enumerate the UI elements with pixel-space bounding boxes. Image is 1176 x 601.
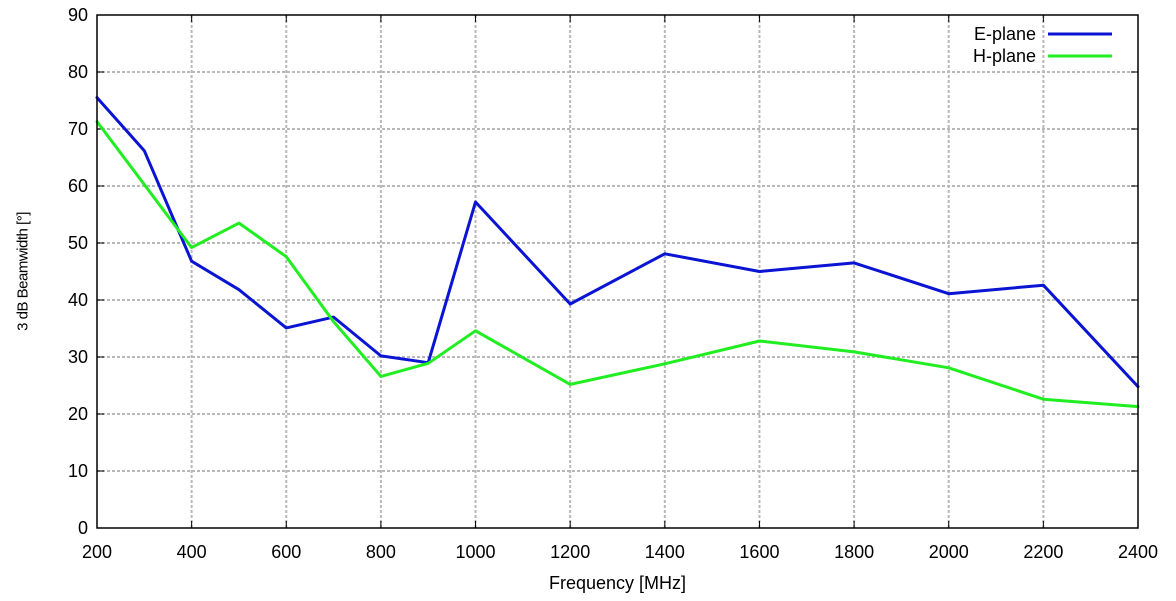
x-axis-label: Frequency [MHz] <box>549 573 686 593</box>
plot-frame <box>96 14 1139 529</box>
y-tick-label: 40 <box>68 290 88 310</box>
y-tick-label: 30 <box>68 347 88 367</box>
x-tick-label: 1800 <box>834 542 874 562</box>
x-tick-label: 600 <box>271 542 301 562</box>
y-tick-labels: 0 10 20 30 40 50 60 70 80 90 <box>68 5 88 538</box>
x-tick-label: 2000 <box>929 542 969 562</box>
x-tick-label: 1200 <box>550 542 590 562</box>
y-tick-label: 0 <box>78 518 88 538</box>
x-tick-label: 200 <box>82 542 112 562</box>
y-tick-label: 10 <box>68 461 88 481</box>
y-tick-label: 70 <box>68 119 88 139</box>
series-line-e-plane <box>95 96 1140 389</box>
grid-layer <box>96 14 1139 529</box>
x-tick-label: 1000 <box>456 542 496 562</box>
y-tick-label: 80 <box>68 62 88 82</box>
y-tick-label: 50 <box>68 233 88 253</box>
x-tick-label: 2400 <box>1118 542 1158 562</box>
y-axis-label: 3 dB Beamwidth [°] <box>14 212 31 331</box>
x-tick-labels: 200 400 600 800 1000 1200 1400 1600 1800 2000 2200… <box>82 542 1158 562</box>
series-line-h-plane <box>95 120 1140 409</box>
x-tick-label: 400 <box>177 542 207 562</box>
legend-label: H-plane <box>973 46 1036 66</box>
series-layer <box>95 96 1140 409</box>
x-tick-label: 1400 <box>645 542 685 562</box>
legend-label: E-plane <box>974 24 1036 44</box>
y-tick-label: 20 <box>68 404 88 424</box>
x-tick-label: 2200 <box>1023 542 1063 562</box>
x-tick-label: 1600 <box>739 542 779 562</box>
y-tick-label: 90 <box>68 5 88 25</box>
y-tick-label: 60 <box>68 176 88 196</box>
x-tick-label: 800 <box>366 542 396 562</box>
